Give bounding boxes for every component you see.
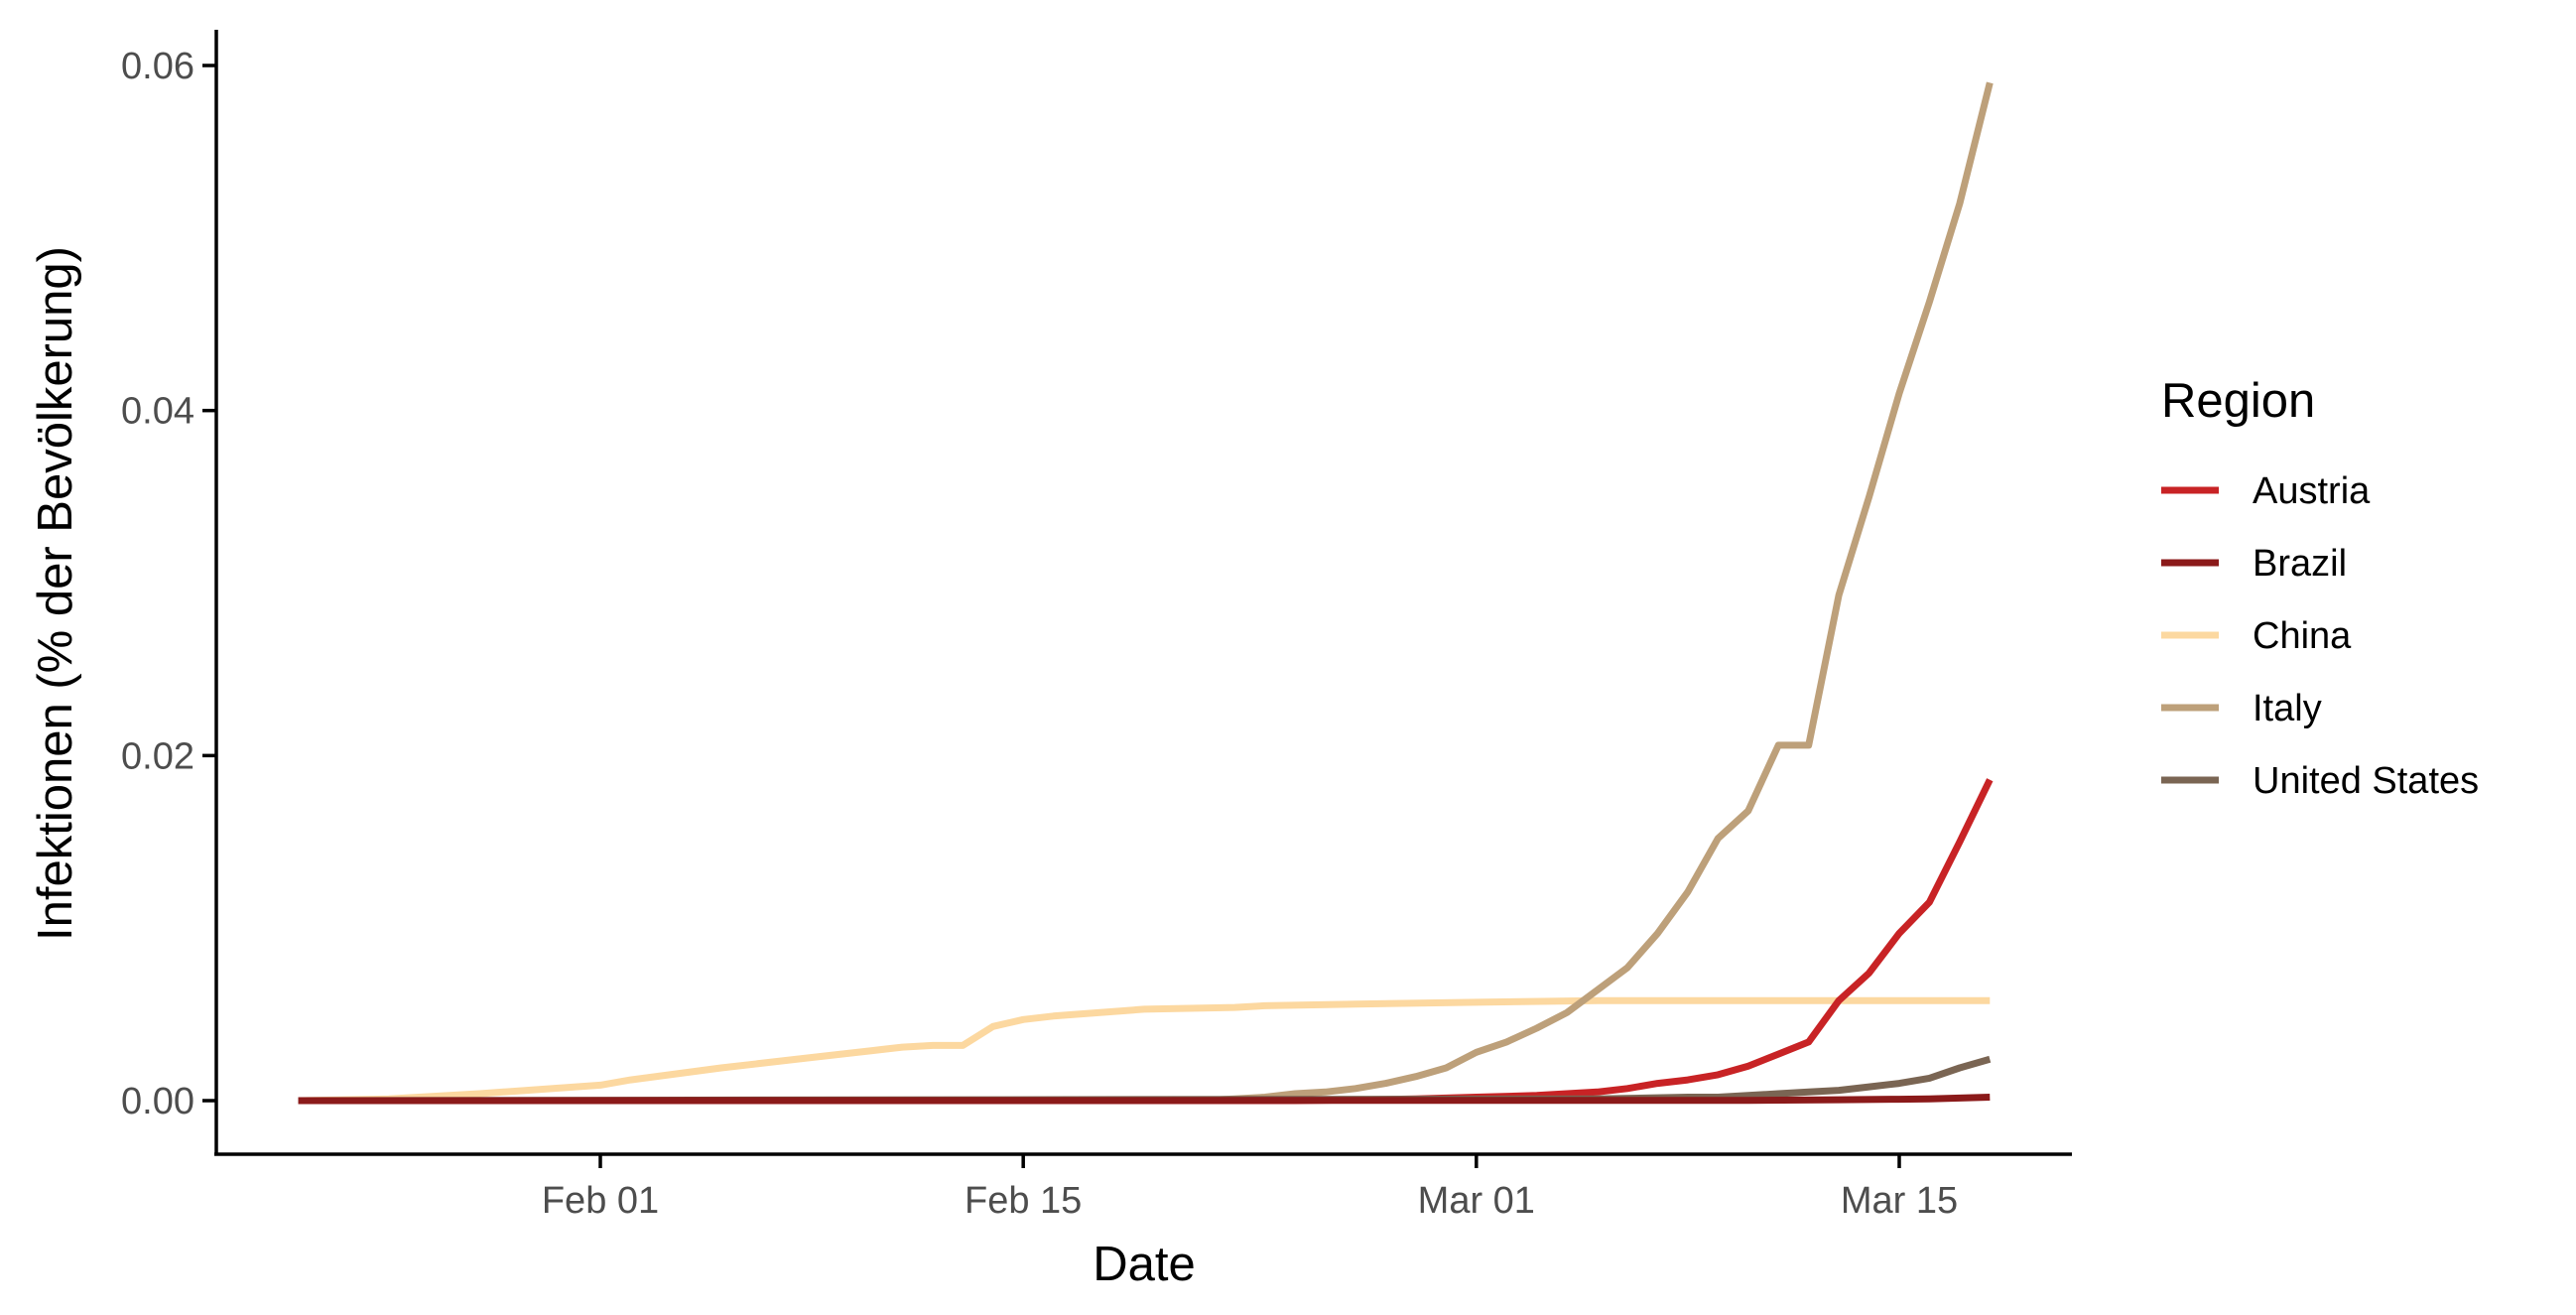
- series-line-brazil: [298, 1094, 1991, 1105]
- legend-label-china: China: [2253, 615, 2352, 657]
- legend: Region Austria Brazil China Italy United Sta…: [2161, 374, 2479, 802]
- plot-area: [298, 81, 1994, 1105]
- y-axis-title: Infektionen (% der Bevölkerung): [29, 246, 82, 941]
- x-ticks: Feb 01 Feb 15 Mar 01 Mar 15: [542, 1154, 1958, 1222]
- x-tick-label: Mar 01: [1418, 1180, 1535, 1222]
- x-tick-label: Mar 15: [1841, 1180, 1958, 1222]
- legend-label-austria: Austria: [2253, 470, 2371, 512]
- legend-title: Region: [2161, 374, 2315, 428]
- series-line-china: [298, 996, 1991, 1105]
- x-tick-label: Feb 15: [965, 1180, 1082, 1222]
- y-tick-label: 0.06: [121, 46, 194, 87]
- legend-label-brazil: Brazil: [2253, 543, 2347, 585]
- x-axis-title: Date: [1093, 1238, 1196, 1291]
- y-tick-label: 0.02: [121, 735, 194, 777]
- legend-label-united-states: United States: [2253, 760, 2479, 802]
- legend-label-italy: Italy: [2253, 688, 2322, 729]
- series-line-united-states: [298, 1055, 1992, 1105]
- y-ticks: 0.00 0.02 0.04 0.06: [121, 46, 216, 1122]
- axes: [214, 30, 2072, 1156]
- series-line-austria: [298, 778, 1994, 1105]
- x-tick-label: Feb 01: [542, 1180, 659, 1222]
- y-tick-label: 0.00: [121, 1081, 194, 1122]
- y-tick-label: 0.04: [121, 391, 194, 433]
- series-line-italy: [298, 81, 1994, 1105]
